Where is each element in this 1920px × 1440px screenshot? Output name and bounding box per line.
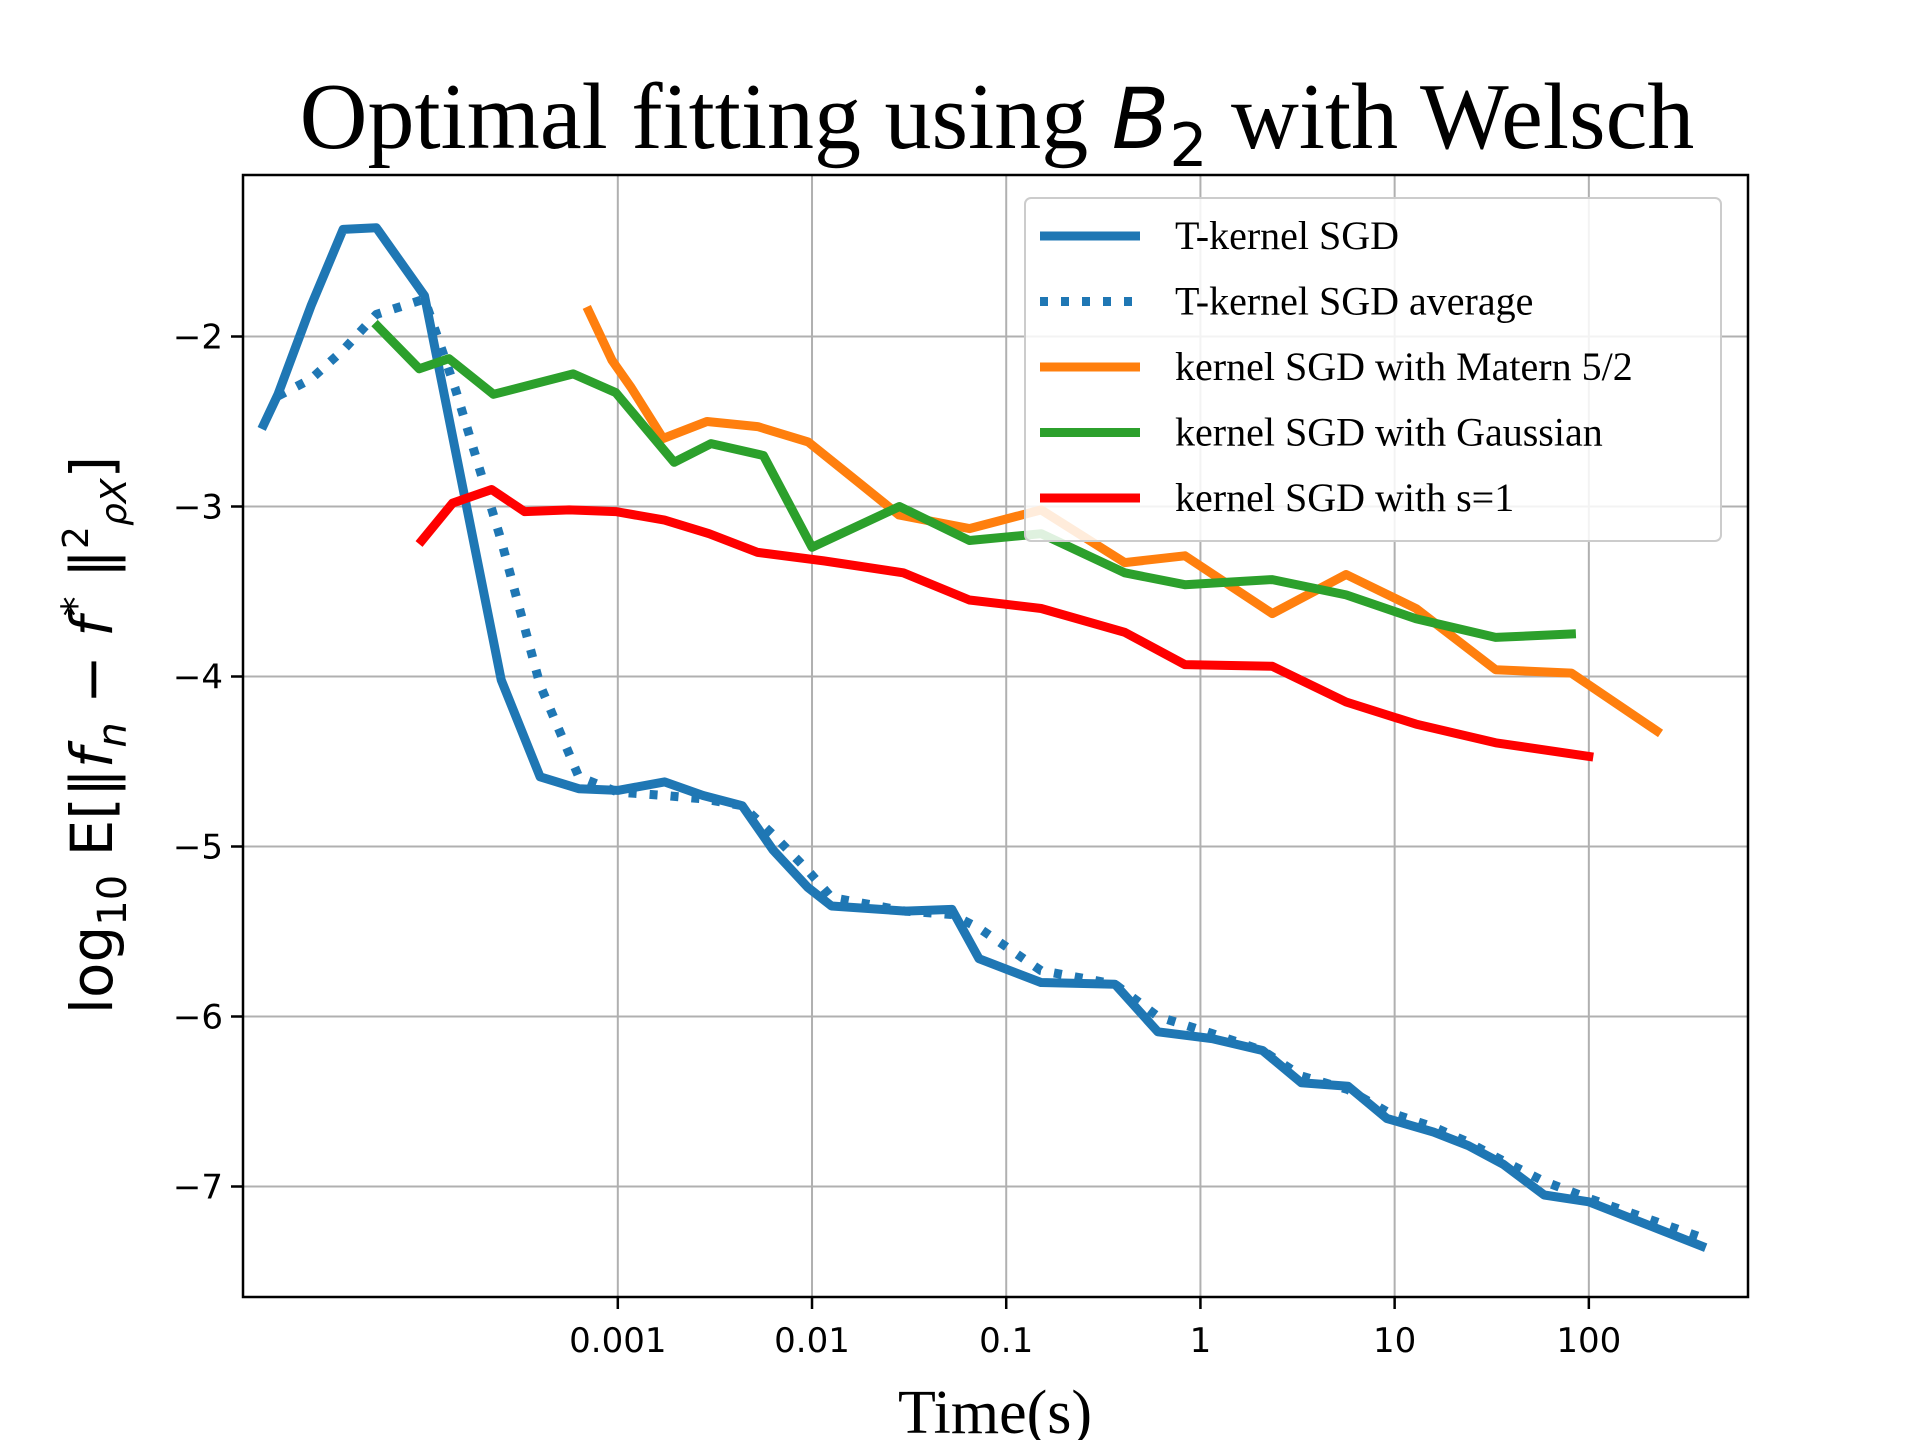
x-tick-label: 1: [1190, 1321, 1212, 1361]
title-math-sub: 2: [1169, 111, 1207, 181]
title-prefix: Optimal fitting using: [300, 65, 1112, 169]
series-line-4: [371, 319, 1577, 642]
x-tick-label: 0.1: [979, 1321, 1033, 1361]
y-tick-label: −2: [173, 318, 223, 358]
y-tick-label: −5: [173, 828, 223, 868]
chart-title: Optimal fitting using B2 with Welsch: [300, 65, 1695, 181]
y-tick-label: −6: [173, 998, 223, 1038]
ylabel-part: *: [54, 596, 100, 616]
series-line-2: [275, 294, 1703, 1242]
ylabel-part: E: [58, 820, 126, 875]
ylabel-part: log: [58, 926, 126, 1014]
axis-ticks: 0.001 0.01 0.1 1 10 100 −2 −3 −4 −5 −6 −7: [173, 318, 1621, 1362]
legend-label: T-kernel SGD average: [1175, 279, 1533, 324]
legend-label: T-kernel SGD: [1175, 213, 1399, 258]
legend-box: [1024, 197, 1722, 542]
series-line-3: [582, 305, 1664, 738]
y-tick-label: −3: [173, 488, 223, 528]
ylabel-part: 2: [56, 526, 97, 549]
x-tick-label: 0.01: [774, 1321, 850, 1361]
y-axis-label: log10 E[‖fn − f* ‖2ρX]: [54, 456, 136, 1014]
legend: T-kernel SGD T-kernel SGD average kernel S…: [1024, 197, 1722, 542]
ylabel-part: [‖: [58, 768, 126, 820]
x-tick-label: 0.001: [569, 1321, 666, 1361]
ylabel-part: −: [58, 637, 126, 722]
series-line-5: [415, 485, 1594, 762]
ylabel-part: ‖: [58, 549, 126, 596]
legend-label: kernel SGD with s=1: [1175, 475, 1514, 520]
title-math-base: B: [1112, 70, 1170, 168]
plot-lines: [257, 223, 1708, 1252]
y-tick-label: −7: [173, 1168, 223, 1208]
legend-label: kernel SGD with Matern 5/2: [1175, 344, 1633, 389]
y-tick-label: −4: [173, 658, 223, 698]
x-tick-label: 100: [1556, 1321, 1621, 1361]
x-tick-label: 10: [1373, 1321, 1416, 1361]
plot-area-frame: [241, 173, 1750, 1299]
ylabel-part: ρX: [94, 477, 135, 526]
ylabel-part: 10: [90, 875, 136, 926]
legend-label: kernel SGD with Gaussian: [1175, 410, 1603, 455]
ylabel-part: n: [90, 722, 136, 747]
x-axis-label: Time(s): [898, 1379, 1092, 1440]
ylabel-part: ]: [58, 456, 126, 479]
title-suffix: with Welsch: [1208, 65, 1695, 169]
